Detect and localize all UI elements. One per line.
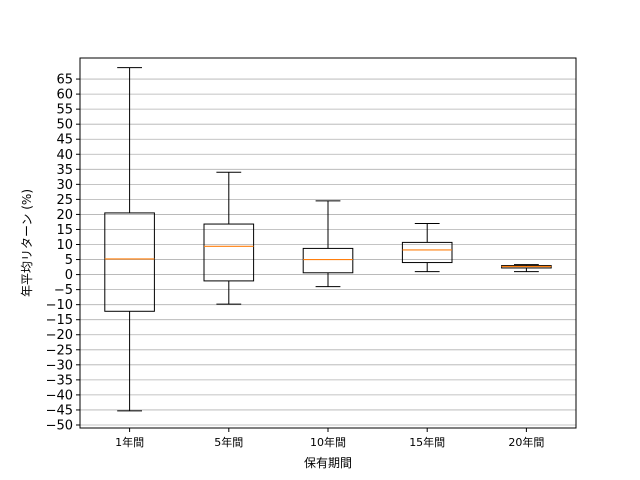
iqr-box — [104, 212, 155, 312]
x-tick-label: 20年間 — [508, 435, 544, 449]
y-tick-label: 5 — [65, 253, 73, 268]
y-tick-label: −50 — [46, 418, 73, 433]
y-tick-label: 60 — [56, 88, 73, 103]
x-axis-title: 保有期間 — [304, 456, 352, 470]
iqr-box — [302, 247, 354, 274]
y-tick-label: −15 — [46, 313, 73, 328]
box-group — [203, 171, 255, 305]
iqr-box — [401, 241, 453, 264]
y-tick-label: 0 — [65, 268, 73, 283]
y-tick-label: 20 — [56, 208, 73, 223]
box-group — [401, 222, 453, 273]
y-tick-label: −30 — [46, 358, 73, 373]
y-tick-label: 30 — [56, 178, 73, 193]
box-group — [302, 200, 354, 288]
y-tick-label: −35 — [46, 373, 73, 388]
x-tick-label: 10年間 — [310, 435, 346, 449]
y-tick-label: −5 — [54, 283, 73, 298]
x-tick-label: 1年間 — [115, 435, 144, 449]
box-layer — [104, 67, 552, 412]
y-tick-label: 45 — [56, 133, 73, 148]
y-tick-label: 40 — [56, 148, 73, 163]
box-group — [104, 67, 155, 412]
y-tick-label: −40 — [46, 388, 73, 403]
y-tick-label: 15 — [56, 223, 73, 238]
box-group — [501, 264, 552, 273]
y-tick-label: 65 — [56, 73, 73, 88]
x-tick-label: 5年間 — [214, 435, 243, 449]
y-tick-label: 35 — [56, 163, 73, 178]
y-tick-label: 25 — [56, 193, 73, 208]
y-axis-title: 年平均リターン (%) — [20, 189, 34, 297]
y-tick-label: −20 — [46, 328, 73, 343]
y-tick-label: 10 — [56, 238, 73, 253]
tick-layer: −50−45−40−35−30−25−20−15−10−505101520253… — [46, 73, 545, 449]
x-tick-label: 15年間 — [409, 435, 445, 449]
iqr-box — [203, 223, 255, 282]
y-tick-label: −10 — [46, 298, 73, 313]
y-tick-label: −25 — [46, 343, 73, 358]
y-tick-label: −45 — [46, 403, 73, 418]
y-tick-label: 55 — [56, 103, 73, 118]
y-tick-label: 50 — [56, 118, 73, 133]
